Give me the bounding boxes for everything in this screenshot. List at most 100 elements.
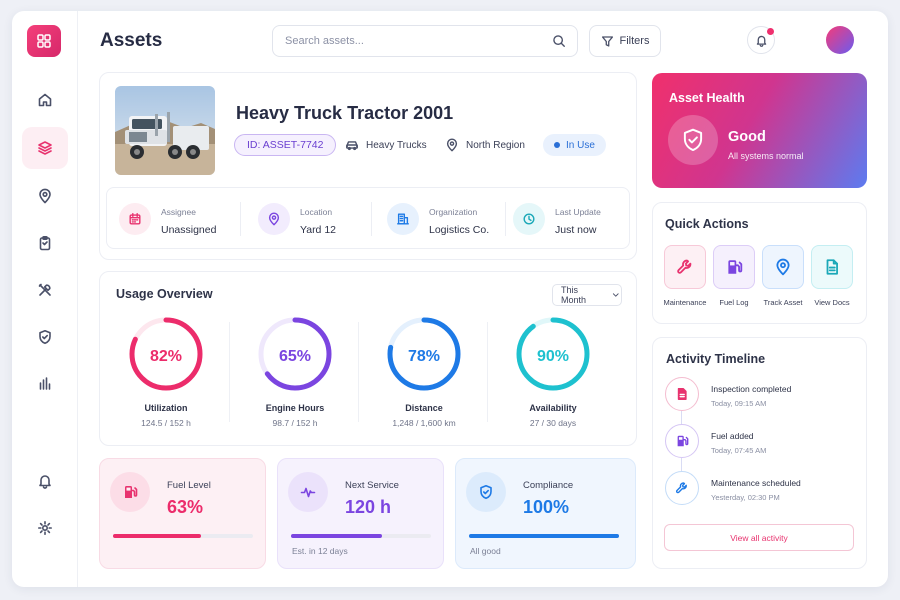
sidebar-item-reports[interactable] <box>22 362 68 404</box>
sidebar-item-assets[interactable] <box>22 127 68 169</box>
search-icon[interactable] <box>552 34 566 48</box>
view-docs-action-button[interactable] <box>811 245 853 289</box>
gauge-arc <box>129 317 203 391</box>
health-title: Asset Health <box>669 91 745 105</box>
filters-label: Filters <box>619 35 650 47</box>
stat-value: 120 h <box>345 497 392 517</box>
notifications-button[interactable] <box>747 26 775 54</box>
gauge-value: 90% <box>536 348 570 365</box>
timeline-item-time: Today, 07:45 AM <box>711 446 767 455</box>
car-icon <box>346 141 358 151</box>
info-value: Just now <box>555 224 597 236</box>
track-asset-action-button[interactable] <box>762 245 804 289</box>
gauge-utilization: 82% Utilization 124.5 / 152 h <box>102 316 230 434</box>
page-title: Assets <box>100 30 163 51</box>
usage-overview-card: Usage Overview This Month 82% Utilization… <box>99 271 637 446</box>
gauge-ring <box>516 317 590 391</box>
home-icon <box>38 93 52 107</box>
qa-label: View Docs <box>814 298 850 307</box>
bell-icon <box>39 475 51 489</box>
app-window: Assets Filters <box>12 11 888 587</box>
fuel-level-card: Fuel Level 63% <box>99 458 266 569</box>
info-label: Last Update <box>555 207 601 217</box>
activity-timeline-card: Activity Timeline Inspection completed T… <box>652 337 867 569</box>
asset-health-card: Asset Health Good All systems normal <box>652 73 867 188</box>
filters-button[interactable]: Filters <box>589 25 661 57</box>
gauge-distance: 78% Distance 1,248 / 1,600 km <box>360 316 488 434</box>
fuel-icon <box>110 472 150 512</box>
fuel-log-action-button[interactable] <box>713 245 755 289</box>
sidebar-item-tasks[interactable] <box>22 222 68 264</box>
info-label: Assignee <box>161 207 196 217</box>
compliance-card: Compliance 100% All good <box>455 458 636 569</box>
status-label: In Use <box>566 139 595 151</box>
wrench-icon <box>677 259 692 274</box>
stat-note: Est. in 12 days <box>292 546 348 556</box>
info-last-update: Last Update Just now <box>505 188 625 250</box>
quick-actions-title: Quick Actions <box>665 217 749 231</box>
status-badge: In Use <box>543 134 606 156</box>
map-pin-icon <box>446 138 458 152</box>
filter-icon <box>601 35 613 47</box>
sidebar-item-settings[interactable] <box>22 507 68 549</box>
bell-icon <box>756 35 766 47</box>
timeline-item-title: Fuel added <box>711 431 754 441</box>
asset-category-label: Heavy Trucks <box>366 139 427 151</box>
info-value: Logistics Co. <box>429 224 490 236</box>
info-assignee: Assignee Unassigned <box>111 188 241 250</box>
tools-icon <box>38 283 51 296</box>
maintenance-action-button[interactable] <box>664 245 706 289</box>
stat-label: Fuel Level <box>167 480 211 491</box>
user-avatar[interactable] <box>826 26 854 54</box>
sidebar-item-maintenance[interactable] <box>22 269 68 311</box>
gauge-sub: 98.7 / 152 h <box>272 418 318 428</box>
clipboard-icon <box>39 235 51 251</box>
gauge-value: 82% <box>149 348 183 365</box>
usage-title: Usage Overview <box>116 287 213 301</box>
stat-value: 63% <box>167 497 204 517</box>
divider <box>505 202 506 236</box>
divider <box>358 322 359 422</box>
gauge-arc <box>387 317 461 391</box>
sidebar-item-locations[interactable] <box>22 175 68 217</box>
document-icon <box>826 259 838 275</box>
fuel-icon <box>665 424 699 458</box>
bar-chart-icon <box>39 377 51 390</box>
stat-note: All good <box>470 546 501 556</box>
gauge-sub: 1,248 / 1,600 km <box>392 418 456 428</box>
asset-id-badge: ID: ASSET-7742 <box>234 134 337 156</box>
info-label: Location <box>300 207 333 217</box>
map-pin-icon <box>258 203 290 235</box>
gauge-value: 78% <box>407 348 441 365</box>
search-input[interactable] <box>272 25 578 57</box>
sidebar-item-compliance[interactable] <box>22 316 68 358</box>
gauge-arc <box>516 317 590 391</box>
qa-label: Fuel Log <box>719 298 749 307</box>
sidebar-item-notifications[interactable] <box>22 460 68 502</box>
gauge-sub: 124.5 / 152 h <box>141 418 191 428</box>
asset-region-label: North Region <box>466 139 525 151</box>
gauge-label: Utilization <box>144 403 188 413</box>
view-all-activity-button[interactable]: View all activity <box>664 524 854 551</box>
divider <box>371 202 372 236</box>
gauge-engine-hours: 65% Engine Hours 98.7 / 152 h <box>231 316 359 434</box>
gauge-arc <box>258 317 332 391</box>
progress-fill <box>113 534 202 538</box>
app-logo[interactable] <box>27 25 61 57</box>
timeline-item-title: Maintenance scheduled <box>711 478 801 488</box>
period-select[interactable]: This Month <box>552 284 622 306</box>
timeline-connector <box>681 458 682 474</box>
qa-label: Maintenance <box>663 298 707 307</box>
map-pin-icon <box>39 188 51 204</box>
gauge-value: 65% <box>278 348 312 365</box>
sidebar-item-home[interactable] <box>22 79 68 121</box>
asset-overview-card: Heavy Truck Tractor 2001 ID: ASSET-7742 … <box>99 72 637 260</box>
progress-fill <box>469 534 619 538</box>
info-organization: Organization Logistics Co. <box>379 188 507 250</box>
health-status: Good <box>728 129 766 145</box>
stat-value: 100% <box>523 497 570 517</box>
gauge-ring <box>387 317 461 391</box>
service-progress-bar <box>291 534 431 538</box>
gauge-ring <box>258 317 332 391</box>
layers-icon <box>38 141 52 155</box>
